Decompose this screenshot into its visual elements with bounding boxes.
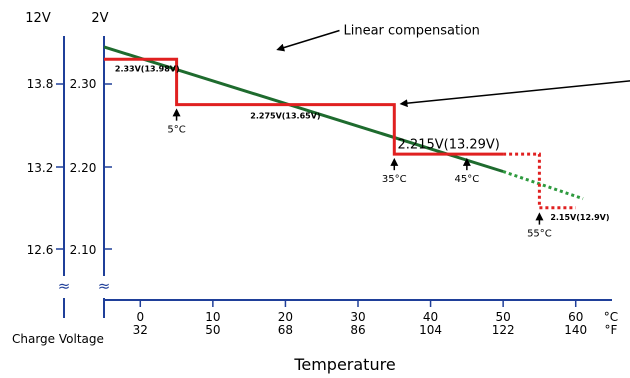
annotation-label: 5°C [167, 125, 185, 136]
x-tick-label-c: 60 [568, 310, 583, 324]
annotation-pointer [276, 29, 340, 52]
series-linear-compensation-dotted [502, 170, 584, 201]
annotation-layer: Linear compensationSteowise compensation… [115, 24, 630, 240]
x-unit-f: °F [605, 323, 618, 337]
x-tick-label-c: 50 [496, 310, 511, 324]
left-tick-label: 13.8 [27, 77, 54, 91]
series-steowise-compensation-dotted [503, 152, 576, 210]
series-layer [103, 45, 584, 210]
x-tick-label-c: 20 [278, 310, 293, 324]
annotation-label: 35°C [382, 174, 407, 185]
x-tick-label-f: 68 [278, 323, 293, 337]
x-tick-label-f: 32 [133, 323, 148, 337]
x-tick-label-c: 30 [350, 310, 365, 324]
y-axis-title: Charge Voltage [12, 332, 104, 346]
left-tick-label: 13.2 [27, 161, 54, 175]
x-tick-label-c: 0 [136, 310, 144, 324]
x-tick-label-f: 86 [350, 323, 365, 337]
left-axis-header: 12V [25, 11, 51, 26]
x-tick-label-f: 122 [492, 323, 515, 337]
annotation-label: 55°C [527, 229, 552, 240]
x-tick-label-f: 50 [205, 323, 220, 337]
right-tick-label: 2.10 [70, 243, 97, 257]
series-linear-compensation-solid [103, 45, 504, 173]
right-tick-label: 2.20 [70, 161, 97, 175]
left-tick-label: 12.6 [27, 243, 54, 257]
annotation-label: Linear compensation [343, 24, 479, 39]
x-unit-c: °C [604, 310, 618, 324]
x-tick-label-f: 104 [419, 323, 442, 337]
annotation-label: 2.15V(12.9V) [550, 213, 609, 222]
x-tick-label-c: 40 [423, 310, 438, 324]
x-tick-label-c: 10 [205, 310, 220, 324]
right-tick-label: 2.30 [70, 77, 97, 91]
x-axis-title: Temperature [293, 355, 395, 374]
right-axis-break: ≈ [98, 277, 111, 295]
annotation-label: 2.275V(13.65V) [250, 112, 320, 121]
series-steowise-compensation-solid [104, 57, 504, 156]
left-axis-break: ≈ [58, 277, 71, 295]
annotation-pointer [399, 80, 630, 108]
annotation-label: 2.33V(13.98V) [115, 65, 180, 74]
x-tick-label-f: 140 [564, 323, 587, 337]
right-axis-header: 2V [91, 11, 108, 26]
annotation-label: 2.215V(13.29V) [398, 137, 500, 152]
annotation-label: 45°C [454, 174, 479, 185]
